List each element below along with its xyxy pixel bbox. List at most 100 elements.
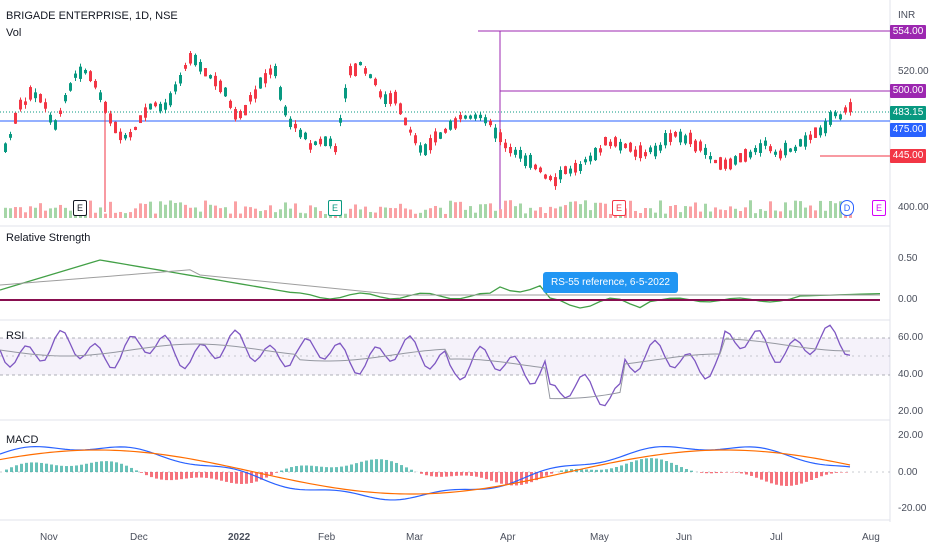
macd-histogram-bar xyxy=(715,472,718,474)
rsi-band xyxy=(0,338,890,375)
dividend-marker[interactable]: D xyxy=(840,200,854,216)
volume-bar xyxy=(64,207,67,218)
macd-histogram-bar xyxy=(720,472,723,473)
macd-histogram-bar xyxy=(170,472,173,481)
candle xyxy=(399,103,402,115)
time-axis-label: Feb xyxy=(318,532,336,543)
macd-histogram-bar xyxy=(405,467,408,472)
volume-bar xyxy=(244,206,247,218)
macd-histogram-bar xyxy=(790,472,793,486)
candle xyxy=(489,120,492,126)
candle xyxy=(674,132,677,137)
candle xyxy=(549,176,552,181)
candle xyxy=(4,143,7,152)
macd-histogram-bar xyxy=(700,472,703,473)
macd-histogram-bar xyxy=(630,461,633,472)
volume-bar xyxy=(379,206,382,218)
volume-bar xyxy=(274,212,277,218)
candle xyxy=(444,128,447,133)
volume-bar xyxy=(809,205,812,218)
volume-bar xyxy=(684,206,687,218)
volume-bar xyxy=(364,206,367,218)
macd-histogram-bar xyxy=(260,472,263,480)
volume-bar xyxy=(664,213,667,218)
macd-histogram-bar xyxy=(285,468,288,472)
volume-bar xyxy=(99,207,102,218)
macd-histogram-bar xyxy=(175,472,178,480)
candle xyxy=(304,132,307,140)
macd-histogram-bar xyxy=(435,472,438,477)
volume-bar xyxy=(674,205,677,218)
macd-histogram-bar xyxy=(300,465,303,472)
volume-bar xyxy=(699,211,702,218)
candle xyxy=(724,159,727,169)
earnings-marker[interactable]: E xyxy=(73,200,87,216)
macd-histogram-bar xyxy=(685,468,688,472)
volume-bar xyxy=(669,206,672,218)
rs-line xyxy=(0,259,881,309)
candle xyxy=(734,156,737,165)
candle xyxy=(29,87,32,100)
macd-histogram-bar xyxy=(190,472,193,478)
candle xyxy=(504,142,507,149)
macd-histogram-bar xyxy=(465,472,468,476)
rsi-tick-40: 40.00 xyxy=(898,369,924,380)
macd-histogram-bar xyxy=(780,472,783,486)
candle xyxy=(329,138,332,147)
candle xyxy=(279,87,282,100)
volume-bar xyxy=(499,209,502,218)
volume-bar xyxy=(719,209,722,218)
rs-pane-title: Relative Strength xyxy=(6,232,91,244)
price-tick-400: 400.00 xyxy=(898,202,929,213)
candle xyxy=(484,117,487,124)
macd-histogram-bar xyxy=(75,465,78,472)
volume-bar xyxy=(429,208,432,218)
candle xyxy=(819,127,822,136)
macd-histogram-bar xyxy=(330,467,333,472)
candle xyxy=(554,177,557,187)
candle xyxy=(814,127,817,138)
macd-histogram-bar xyxy=(785,472,788,486)
candle xyxy=(679,131,682,143)
macd-histogram-bar xyxy=(25,462,28,472)
macd-histogram-bar xyxy=(140,472,143,473)
macd-histogram-bar xyxy=(390,461,393,472)
rsi-line xyxy=(0,324,851,407)
volume-bar xyxy=(584,200,587,218)
macd-histogram-bar xyxy=(605,469,608,472)
price-tag-last: 483.15 xyxy=(890,106,926,120)
volume-bar xyxy=(24,212,27,218)
volume-bar xyxy=(589,210,592,218)
macd-histogram-bar xyxy=(810,472,813,480)
volume-bar xyxy=(759,209,762,218)
earnings-marker[interactable]: E xyxy=(872,200,886,216)
macd-histogram-bar xyxy=(180,472,183,480)
candle xyxy=(204,68,207,77)
candle xyxy=(169,93,172,106)
candle xyxy=(254,89,257,99)
macd-histogram-bar xyxy=(410,469,413,472)
earnings-marker[interactable]: E xyxy=(328,200,342,216)
time-axis-label: Nov xyxy=(40,532,58,543)
earnings-marker[interactable]: E xyxy=(612,200,626,216)
macd-histogram-bar xyxy=(370,459,373,472)
macd-tick-0: 0.00 xyxy=(898,467,918,478)
candle xyxy=(219,80,222,93)
macd-histogram-bar xyxy=(275,472,278,473)
macd-histogram-bar xyxy=(745,472,748,475)
macd-histogram-bar xyxy=(40,462,43,472)
macd-histogram-bar xyxy=(20,463,23,472)
macd-histogram-bar xyxy=(545,472,548,476)
candle xyxy=(584,159,587,163)
volume-bar xyxy=(4,207,7,218)
volume-bar xyxy=(539,207,542,218)
macd-histogram-bar xyxy=(830,472,833,474)
price-tag-554: 554.00 xyxy=(890,25,926,39)
candle xyxy=(404,117,407,126)
macd-histogram-bar xyxy=(800,472,803,484)
volume-bar xyxy=(694,202,697,218)
volume-bar xyxy=(754,213,757,218)
volume-bar xyxy=(229,213,232,218)
volume-bar xyxy=(579,204,582,218)
